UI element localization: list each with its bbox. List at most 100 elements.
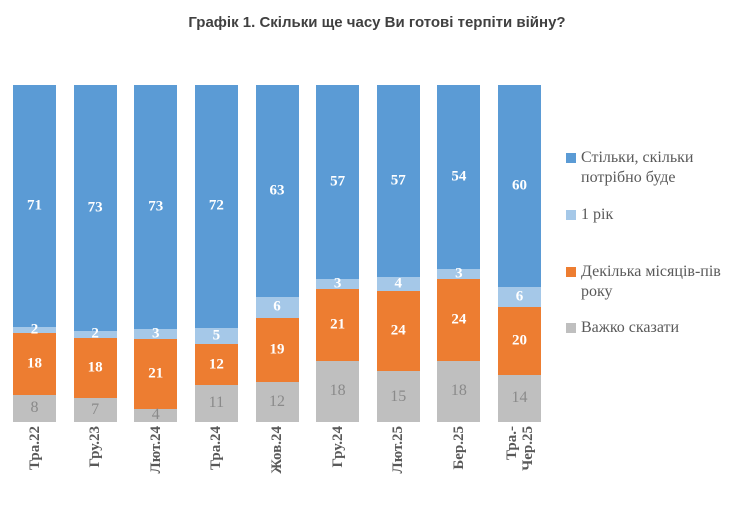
bar-segment: 73 <box>73 85 117 331</box>
x-tick-label: Тра.22 <box>26 426 43 471</box>
legend-item: Стільки, скільки потрібно буде <box>566 148 754 188</box>
legend-label: Важко сказати <box>581 319 680 336</box>
value-label: 8 <box>30 399 39 417</box>
value-label: 57 <box>330 173 346 190</box>
bar-segment: 7 <box>73 398 117 422</box>
bar-column: 71 2 18 8 <box>13 85 56 422</box>
value-label: 5 <box>212 327 221 344</box>
value-label: 21 <box>330 316 346 333</box>
plot-area: 71 2 18 8 73 2 18 7 73 3 21 4 72 5 12 11 63 6 19 12 57 3 21 18 5… <box>13 85 541 424</box>
x-axis: Тра.22 Гру.23 Лют.24 Тра.24 Жов.24 Гру.24 Лют.… <box>13 426 541 504</box>
legend-item: 1 рік <box>566 205 754 225</box>
x-tick-label: Лют.25 <box>390 426 407 474</box>
bar-column: 54 3 24 18 <box>437 85 481 422</box>
bar-column: 73 2 18 7 <box>73 85 117 422</box>
value-label: 63 <box>269 182 285 199</box>
bar-segment: 5 <box>194 327 238 345</box>
value-label: 20 <box>512 332 527 349</box>
value-label: 11 <box>208 394 225 412</box>
value-label: 73 <box>148 198 164 215</box>
x-tick: Лют.25 <box>377 426 420 504</box>
bar-segment: 18 <box>13 333 56 395</box>
bar-segment: 6 <box>255 297 299 318</box>
bar-segment: 14 <box>498 374 541 422</box>
bar-segment: 24 <box>437 279 481 361</box>
x-tick: Жов.24 <box>256 426 299 504</box>
bar-segment: 12 <box>194 344 238 385</box>
bar-segment: 21 <box>316 289 360 361</box>
legend-label: 1 рік <box>581 206 614 223</box>
value-label: 12 <box>269 392 285 410</box>
x-tick: Тра.22 <box>13 426 56 504</box>
x-tick-label: Бер.25 <box>450 426 467 470</box>
bar-segment: 3 <box>437 266 481 281</box>
value-label: 19 <box>269 341 285 358</box>
x-tick: Тра.24 <box>195 426 238 504</box>
x-tick-label: Гру.23 <box>87 426 104 468</box>
bar-column: 60 6 20 14 <box>498 85 541 422</box>
bar-segment: 24 <box>376 290 420 372</box>
bar-segment: 60 <box>498 85 541 288</box>
value-label: 18 <box>450 382 467 400</box>
x-tick: Лют.24 <box>134 426 177 504</box>
bar-segment: 12 <box>255 381 299 422</box>
value-label: 18 <box>27 355 42 372</box>
bar-segment: 2 <box>73 326 117 341</box>
x-tick: Тра.- Чер.25 <box>498 426 541 504</box>
bar-segment: 6 <box>498 287 541 308</box>
bar-segment: 4 <box>134 406 178 424</box>
value-label: 4 <box>151 406 160 424</box>
value-label: 24 <box>451 311 467 328</box>
bar-column: 72 5 12 11 <box>194 85 238 422</box>
x-tick-label: Жов.24 <box>268 426 285 474</box>
bar-segment: 8 <box>13 394 56 422</box>
x-tick: Гру.24 <box>316 426 359 504</box>
bar-column: 63 6 19 12 <box>255 85 299 422</box>
x-tick-label: Лют.24 <box>147 426 164 474</box>
value-label: 12 <box>208 356 224 373</box>
value-label: 18 <box>87 359 103 376</box>
value-label: 57 <box>390 172 406 189</box>
bar-segment: 19 <box>255 317 299 382</box>
value-label: 73 <box>87 199 103 216</box>
x-tick-label: Гру.24 <box>329 426 346 468</box>
x-tick: Бер.25 <box>437 426 480 504</box>
value-label: 6 <box>515 288 524 305</box>
bar-segment: 15 <box>376 371 420 422</box>
bar-segment: 57 <box>316 85 360 280</box>
value-label: 14 <box>511 389 528 407</box>
legend-marker <box>566 323 576 333</box>
bar-segment: 54 <box>437 85 481 269</box>
bar-segment: 72 <box>194 85 238 328</box>
bar-segment: 73 <box>134 85 178 329</box>
value-label: 4 <box>394 275 403 292</box>
bar-column: 73 3 21 4 <box>134 85 178 424</box>
legend-marker <box>566 267 576 277</box>
value-label: 71 <box>27 197 42 214</box>
value-label: 15 <box>390 387 407 405</box>
bar-segment: 18 <box>73 337 117 399</box>
bar-segment: 18 <box>437 360 481 422</box>
bar-segment: 4 <box>376 275 420 292</box>
legend-item: Декілька місяців-пів року <box>566 262 754 302</box>
legend-marker <box>566 210 576 220</box>
bar-segment: 3 <box>134 326 178 341</box>
legend-label: Стільки, скільки потрібно буде <box>581 149 694 186</box>
value-label: 24 <box>390 322 406 339</box>
x-tick-label: Тра.24 <box>208 426 225 471</box>
legend-item: Важко сказати <box>566 318 754 338</box>
bar-segment: 63 <box>255 85 299 298</box>
value-label: 18 <box>329 382 346 400</box>
x-tick: Гру.23 <box>74 426 117 504</box>
value-label: 72 <box>208 197 224 214</box>
value-label: 7 <box>91 401 100 419</box>
bar-segment: 21 <box>134 338 178 409</box>
bar-column: 57 3 21 18 <box>316 85 360 422</box>
bar-segment: 11 <box>194 384 238 422</box>
legend-label: Декілька місяців-пів року <box>581 263 721 300</box>
value-label: 60 <box>512 177 527 194</box>
bar-segment: 2 <box>13 322 56 337</box>
bar-segment: 3 <box>316 276 360 291</box>
bar-segment: 57 <box>376 85 420 278</box>
